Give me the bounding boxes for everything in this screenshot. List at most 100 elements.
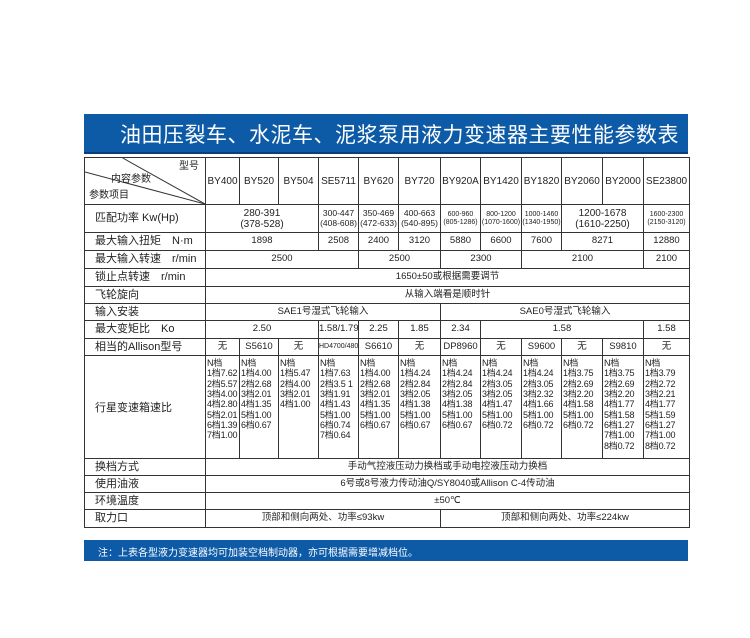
cell: 2300 <box>440 250 522 269</box>
torque-row: 最大输入扭矩 N·m 1898 2508 2400 3120 5880 6600… <box>84 232 690 251</box>
cell: 1.58/1.79 <box>318 320 359 339</box>
cell: 2100 <box>521 250 644 269</box>
model-header: BY1420 <box>480 157 522 205</box>
cell: 顶部和侧向两处、功率≤224kw <box>440 509 690 528</box>
power-row: 匹配功率 Kw(Hp) 280-391 (378-528) 300-447 (4… <box>84 204 690 233</box>
cell: 12880 <box>643 232 690 251</box>
cell: ±50℃ <box>205 492 690 510</box>
cell: N档 1档4.24 2档3.05 3档2.05 4档1.47 5档1.00 6档… <box>480 355 522 459</box>
cell: 8271 <box>561 232 644 251</box>
cell: 1.85 <box>398 320 441 339</box>
page-title: 油田压裂车、水泥车、泥浆泵用液力变速器主要性能参数表 <box>120 124 679 147</box>
cell: N档 1档4.24 2档2.84 3档2.05 4档1.38 5档1.00 6档… <box>440 355 481 459</box>
cell: S6610 <box>358 338 399 356</box>
model-header: BY920A <box>440 157 481 205</box>
model-header: BY620 <box>358 157 399 205</box>
cell: 3120 <box>398 232 441 251</box>
item-label: 参数项目 <box>89 190 129 201</box>
cell: 2500 <box>358 250 441 269</box>
cell: S5610 <box>239 338 279 356</box>
cell: 无 <box>561 338 603 356</box>
pto-row: 取力口 顶部和侧向两处、功率≤93kw 顶部和侧向两处、功率≤224kw <box>84 509 690 528</box>
temperature-row: 环境温度 ±50℃ <box>84 492 690 510</box>
cell: N档 1档3.75 2档2.69 3档2.20 4档1.58 5档1.00 6档… <box>561 355 603 459</box>
row-label: 换档方式 <box>84 458 206 476</box>
cell: 7600 <box>521 232 562 251</box>
cell: 600-960 (805-1286) <box>440 204 481 233</box>
cell: 1200-1678 (1610-2250) <box>561 204 644 233</box>
row-label: 行星变速箱速比 <box>84 355 206 459</box>
row-label: 最大输入转速 r/min <box>84 250 206 269</box>
cell: N档 1档5.47 2档4.00 3档2.01 4档1.00 <box>278 355 319 459</box>
cell: 2100 <box>643 250 690 269</box>
cell: 6号或8号液力传动油Q/SY8040或Allison C-4传动油 <box>205 475 690 493</box>
cell: N档 1档7.62 2档5.57 3档4.00 4档2.80 5档2.01 6档… <box>205 355 240 459</box>
cell: SAE0号湿式飞轮输入 <box>440 303 690 321</box>
allison-row: 相当的Allison型号 无 S5610 无 HD4700/4800 S6610… <box>84 338 690 356</box>
cell: 2500 <box>205 250 359 269</box>
row-label: 相当的Allison型号 <box>84 338 206 356</box>
cell: 无 <box>278 338 319 356</box>
oil-row: 使用油液 6号或8号液力传动油Q/SY8040或Allison C-4传动油 <box>84 475 690 493</box>
cell: 无 <box>205 338 240 356</box>
model-header: BY1820 <box>521 157 562 205</box>
model-header: BY520 <box>239 157 279 205</box>
note-bar: 注：上表各型液力变速器均可加装空档制动器，亦可根据需要增减档位。 <box>84 540 688 561</box>
header-corner-cell: 型号 内容参数 参数项目 <box>84 157 206 205</box>
model-header: BY720 <box>398 157 441 205</box>
note-text: 注：上表各型液力变速器均可加装空档制动器，亦可根据需要增减档位。 <box>98 548 418 559</box>
cell: 6600 <box>480 232 522 251</box>
cell: N档 1档4.24 2档2.84 3档2.05 4档1.38 5档1.00 6档… <box>398 355 441 459</box>
cell: 1.58 <box>643 320 690 339</box>
cell: DP8960 <box>440 338 481 356</box>
gear-ratio-row: 行星变速箱速比 N档 1档7.62 2档5.57 3档4.00 4档2.80 5… <box>84 355 690 459</box>
cell: 无 <box>643 338 690 356</box>
speed-row: 最大输入转速 r/min 2500 2500 2300 2100 2100 <box>84 250 690 269</box>
shift-row: 换档方式 手动气控液压动力换档或手动电控液压动力换档 <box>84 458 690 476</box>
cell: S9600 <box>521 338 562 356</box>
cell: 2.34 <box>440 320 481 339</box>
cell: 300-447 (408-608) <box>318 204 359 233</box>
cell: 1898 <box>205 232 319 251</box>
input-row: 输入安装 SAE1号湿式飞轮输入 SAE0号湿式飞轮输入 <box>84 303 690 321</box>
model-header: SE5711 <box>318 157 359 205</box>
cell: 400-663 (540-895) <box>398 204 441 233</box>
row-label: 锁止点转速 r/min <box>84 268 206 287</box>
cell: 1000-1460 (1340-1950) <box>521 204 562 233</box>
cell: 1650±50或根据需要调节 <box>205 268 690 287</box>
title-bar: 油田压裂车、水泥车、泥浆泵用液力变速器主要性能参数表 <box>84 114 688 154</box>
row-label: 最大输入扭矩 N·m <box>84 232 206 251</box>
model-header: BY504 <box>278 157 319 205</box>
cell: N档 1档7.63 2档3.5 1 3档1.91 4档1.43 5档1.00 6… <box>318 355 359 459</box>
cell: 2.50 <box>205 320 319 339</box>
cell: 800-1200 (1070-1600) <box>480 204 522 233</box>
cell: N档 1档4.00 2档2.68 3档2.01 4档1.35 5档1.00 6档… <box>239 355 279 459</box>
row-label: 取力口 <box>84 509 206 528</box>
content-label: 内容参数 <box>111 174 151 185</box>
cell: N档 1档4.00 2档2.68 3档2.01 4档1.35 5档1.00 6档… <box>358 355 399 459</box>
cell: N档 1档3.79 2档2.72 3档2.21 4档1.77 5档1.59 6档… <box>643 355 690 459</box>
cell: HD4700/4800 <box>318 338 359 356</box>
row-label: 环境温度 <box>84 492 206 510</box>
cell: 2508 <box>318 232 359 251</box>
cell: 1.58 <box>480 320 644 339</box>
row-label: 最大变矩比 Ko <box>84 320 206 339</box>
model-header: SE23800 <box>643 157 690 205</box>
lockup-row: 锁止点转速 r/min 1650±50或根据需要调节 <box>84 268 690 287</box>
cell: 5880 <box>440 232 481 251</box>
cell: 280-391 (378-528) <box>205 204 319 233</box>
cell: 从输入端看是顺时针 <box>205 286 690 304</box>
cell: 2.25 <box>358 320 399 339</box>
model-header: BY2000 <box>602 157 644 205</box>
cell: 顶部和侧向两处、功率≤93kw <box>205 509 441 528</box>
model-header: BY400 <box>205 157 240 205</box>
cell: S9810 <box>602 338 644 356</box>
row-label: 使用油液 <box>84 475 206 493</box>
content: 型号 内容参数 参数项目 BY400 BY520 BY504 SE5711 BY… <box>84 157 690 561</box>
flywheel-row: 飞轮旋向 从输入端看是顺时针 <box>84 286 690 304</box>
row-label: 飞轮旋向 <box>84 286 206 304</box>
cell: SAE1号湿式飞轮输入 <box>205 303 441 321</box>
cell: N档 1档4.24 2档3.05 3档2.32 4档1.66 5档1.00 6档… <box>521 355 562 459</box>
header-row: 型号 内容参数 参数项目 BY400 BY520 BY504 SE5711 BY… <box>84 157 690 205</box>
row-label: 输入安装 <box>84 303 206 321</box>
